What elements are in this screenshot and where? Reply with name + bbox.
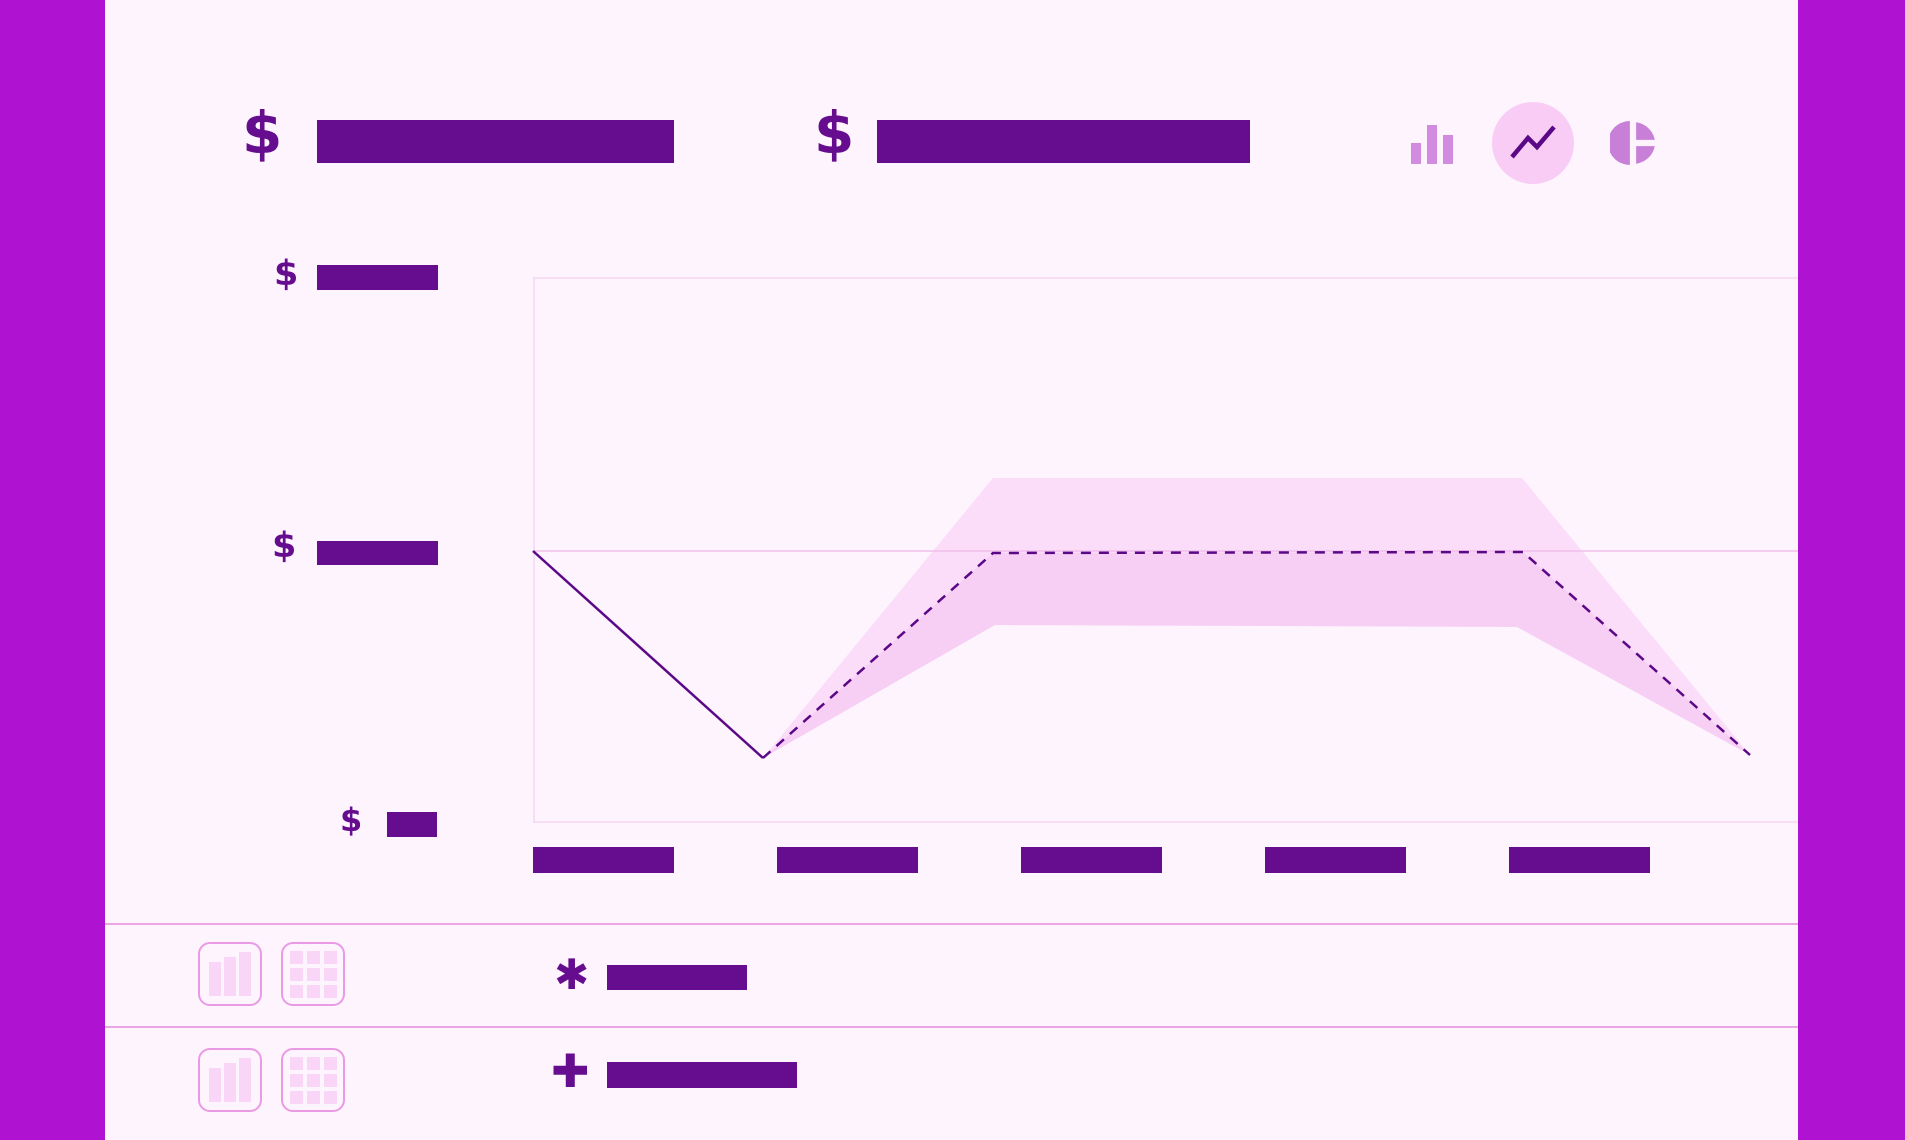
grid-view-option[interactable] — [281, 1048, 345, 1112]
bar-chart-icon — [1411, 125, 1453, 164]
confidence-band-upper — [763, 478, 1750, 758]
asterisk-icon: ✱ — [554, 950, 590, 999]
bar-chart-icon — [209, 952, 251, 996]
bar-chart-view-option[interactable] — [198, 942, 262, 1006]
grid-icon — [289, 950, 337, 998]
dollar-icon: $ — [814, 99, 855, 167]
bar-chart-icon — [209, 1058, 251, 1102]
plus-icon: ✚ — [551, 1044, 590, 1098]
y-tick-label-placeholder — [317, 541, 438, 565]
dollar-icon: $ — [340, 801, 363, 839]
actual-series-line — [532, 550, 764, 759]
row-label-placeholder — [607, 965, 747, 990]
forecast-series-line — [762, 550, 1751, 759]
dollar-icon: $ — [272, 526, 297, 566]
x-tick-label-placeholder — [533, 847, 674, 873]
x-tick-label-placeholder — [1265, 847, 1406, 873]
dollar-icon: $ — [242, 99, 283, 167]
pie-chart-icon — [1610, 121, 1655, 165]
x-tick-label-placeholder — [1509, 847, 1650, 873]
confidence-band-lower — [763, 552, 1750, 758]
bar-chart-view-option[interactable] — [198, 1048, 262, 1112]
pie-chart-toggle-button[interactable] — [1610, 120, 1656, 166]
right-frame-border — [1798, 0, 1905, 1140]
left-frame-border — [0, 0, 105, 1140]
row-separator — [105, 923, 1798, 925]
y-tick-label-placeholder — [317, 265, 438, 290]
row-separator — [105, 1026, 1798, 1028]
x-tick-label-placeholder — [777, 847, 918, 873]
x-tick-label-placeholder — [1021, 847, 1162, 873]
bar-chart-toggle-button[interactable] — [1411, 124, 1455, 164]
grid-icon — [289, 1056, 337, 1104]
grid-view-option[interactable] — [281, 942, 345, 1006]
stat-value-placeholder — [877, 120, 1250, 163]
stat-value-placeholder — [317, 120, 674, 163]
line-chart-icon — [1510, 125, 1556, 159]
line-chart-toggle-button-active[interactable] — [1492, 102, 1574, 184]
line-chart-plot-area — [532, 277, 1798, 823]
y-tick-label-placeholder — [387, 812, 437, 837]
x-axis-tick-labels — [533, 847, 1650, 873]
row-label-placeholder — [607, 1062, 797, 1088]
dollar-icon: $ — [274, 254, 299, 294]
